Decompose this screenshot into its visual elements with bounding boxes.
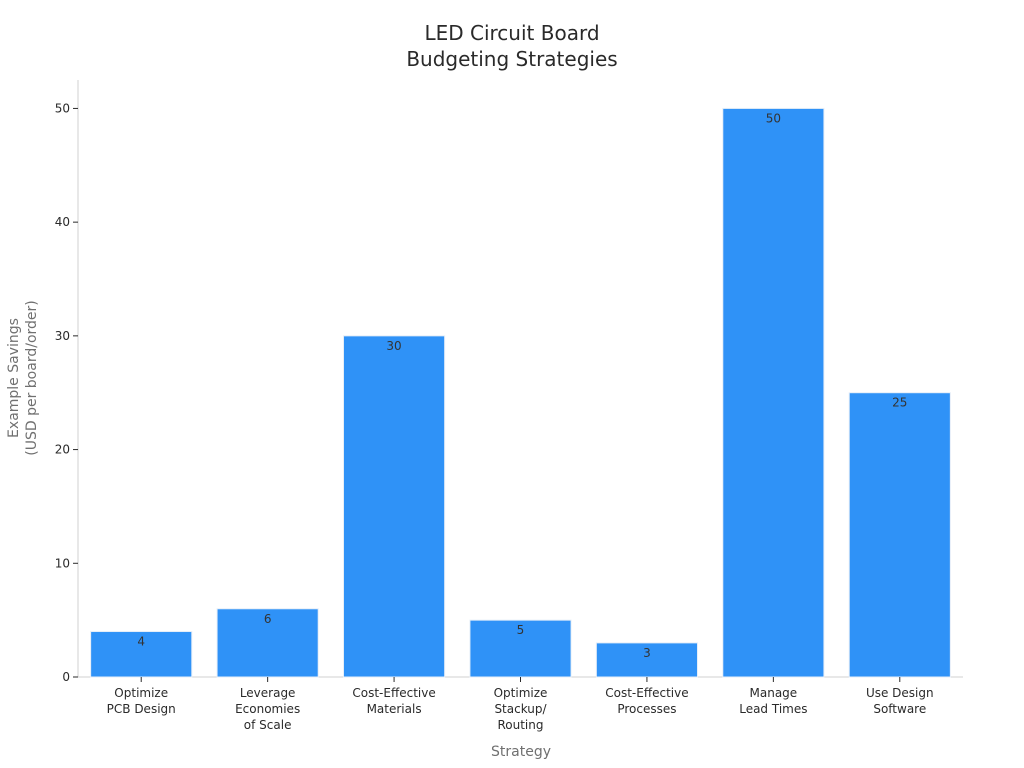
y-tick-labels: 0 10 20 30 40 50 — [55, 101, 78, 684]
bar — [595, 642, 698, 678]
axes — [77, 80, 963, 678]
x-tick-label: Optimize PCB Design — [107, 686, 176, 716]
y-tick-label: 50 — [55, 101, 70, 115]
chart-title-text: LED Circuit Board Budgeting Strategies — [406, 21, 617, 71]
bar — [848, 392, 951, 678]
bar — [90, 631, 193, 678]
bars — [90, 107, 951, 678]
bar-value-label: 50 — [766, 111, 781, 125]
x-tick-labels: Optimize PCB Design Leverage Economies of Sc… — [107, 677, 934, 732]
x-tick-label: Use Design Software — [866, 686, 934, 716]
bar — [343, 335, 446, 678]
x-axis-title: Strategy — [491, 744, 551, 760]
bar — [216, 608, 319, 678]
y-tick-label: 10 — [55, 556, 70, 570]
y-tick-label: 20 — [55, 443, 70, 457]
bar-value-label: 3 — [643, 646, 651, 660]
x-tick-label: Cost-Effective Processes — [605, 686, 688, 716]
y-tick-label: 30 — [55, 329, 70, 343]
bar-value-label: 30 — [386, 339, 401, 353]
y-axis-title-text: Example Savings (USD per board/order) — [6, 300, 40, 455]
y-axis-title: Example Savings (USD per board/order) — [6, 300, 40, 455]
bar-value-label: 5 — [517, 623, 525, 637]
x-tick-label: Manage Lead Times — [739, 686, 807, 716]
x-tick-label: Cost-Effective Materials — [352, 686, 435, 716]
bar — [469, 619, 572, 678]
x-axis-title-text: Strategy — [491, 744, 551, 760]
bar-value-label: 4 — [137, 635, 145, 649]
bar-value-label: 25 — [892, 396, 907, 410]
data-labels: 4 6 30 5 3 50 25 — [137, 111, 907, 659]
y-tick-label: 0 — [62, 670, 70, 684]
bar — [722, 107, 825, 678]
x-tick-label: Leverage Economies of Scale — [235, 686, 300, 732]
chart-title: LED Circuit Board Budgeting Strategies — [406, 21, 617, 71]
bar-value-label: 6 — [264, 612, 272, 626]
y-tick-label: 40 — [55, 215, 70, 229]
x-tick-label: Optimize Stackup/Routing — [494, 686, 548, 732]
